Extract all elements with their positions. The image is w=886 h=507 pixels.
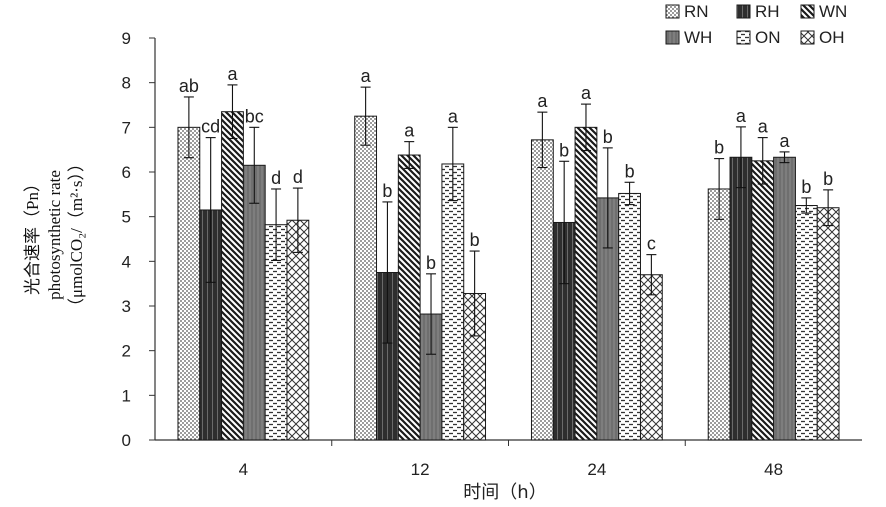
legend-swatch [736,4,751,19]
y-tick-label: 0 [122,431,131,450]
legend-label: ON [755,28,781,47]
bar-WN-48 [751,160,775,441]
bar-RN-48 [707,188,731,441]
x-tick-label: 24 [587,460,606,479]
legend-label: WN [819,2,847,21]
significance-label: a [448,106,459,126]
significance-label: b [625,161,635,181]
bar-OH-4 [286,219,310,441]
significance-label: b [382,181,392,201]
legend-item-RN: RN [665,2,709,21]
significance-label: a [758,117,769,137]
y-axis-title-line-2: photosynthetic rate [45,170,64,300]
legend-swatch [800,4,815,19]
bar-OH-48 [816,207,840,441]
legend-item-WN: WN [800,2,847,21]
bar-WN-12 [397,154,421,441]
significance-label: ab [179,76,199,96]
legend-swatch [665,4,680,19]
y-axis-title: 光合速率（Pn） photosynthetic rate （μmolCO₂/（m… [23,155,86,315]
bar-WH-4 [242,164,266,441]
bar-ON-24 [618,192,641,441]
bar-RH-48 [729,156,753,441]
significance-label: b [823,169,833,189]
significance-label: bc [245,106,264,126]
significance-label: d [293,167,303,187]
legend-label: RN [684,2,709,21]
x-tick-label: 48 [764,460,783,479]
legend-label: OH [819,28,845,47]
bar-ON-12 [441,163,465,441]
bar-RN-24 [530,139,554,441]
significance-label: b [426,253,436,273]
significance-label: b [470,230,480,250]
legend-item-RH: RH [736,2,780,21]
x-tick-label: 4 [239,460,248,479]
legend-item-ON: ON [736,28,781,47]
bar-OH-24 [639,274,663,441]
y-axis-title-line-3: （μmolCO₂/（m²·s）） [67,155,86,315]
significance-label: a [227,64,238,84]
y-tick-label: 2 [122,342,131,361]
significance-label: a [537,91,548,111]
significance-label: b [801,177,811,197]
significance-label: b [714,138,724,158]
y-tick-label: 3 [122,297,131,316]
significance-label: a [361,66,372,86]
legend-label: WH [684,28,712,47]
significance-label: b [603,127,613,147]
significance-label: cd [201,117,220,137]
y-tick-label: 4 [122,252,131,271]
bars-layer [177,111,840,441]
bar-WN-4 [221,111,244,441]
significance-label: a [404,121,415,141]
y-tick-label: 6 [122,163,131,182]
bar-ON-48 [794,205,818,441]
bar-WH-48 [773,156,796,441]
y-axis-title-line-1: 光合速率（Pn） [23,175,42,295]
legend-item-OH: OH [800,28,845,47]
significance-label: a [581,83,592,103]
significance-label: b [559,140,569,160]
x-tick-label: 12 [411,460,430,479]
y-tick-label: 9 [122,29,131,48]
bar-RN-12 [354,115,378,441]
significance-label: a [780,131,791,151]
legend-item-WH: WH [665,28,712,47]
y-tick-label: 8 [122,74,131,93]
legend-swatch [736,30,751,45]
legend-swatch [800,30,815,45]
bar-WN-24 [574,126,598,441]
y-tick-label: 7 [122,118,131,137]
legend-swatch [665,30,680,45]
legend-label: RH [755,2,780,21]
significance-label: d [271,168,281,188]
y-tick-label: 5 [122,208,131,227]
y-tick-label: 1 [122,386,131,405]
bar-RN-4 [177,126,201,441]
significance-label: a [736,106,747,126]
legend: RN RH WN WH ON OH [665,2,847,47]
x-axis-title: 时间（h） [463,482,546,503]
error-bars-layer [183,84,834,355]
significance-label: c [647,234,656,254]
